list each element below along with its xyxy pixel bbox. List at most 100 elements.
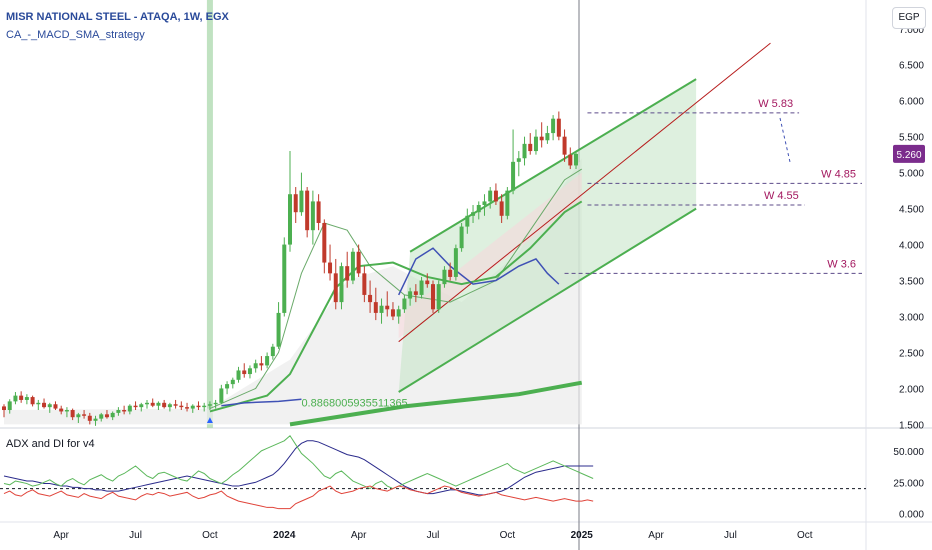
candle-body <box>230 379 235 385</box>
candle-body <box>328 262 333 274</box>
candle <box>93 415 98 426</box>
price-tick-label: 3.500 <box>899 277 924 288</box>
candle-body <box>476 205 481 213</box>
candle <box>379 298 384 324</box>
candle <box>362 266 367 303</box>
ma-fast-line <box>209 168 582 410</box>
candle <box>127 404 132 415</box>
candle-body <box>99 414 104 419</box>
candle-body <box>551 118 556 134</box>
candle-body <box>425 280 430 285</box>
adx-panel: 50.000 25.000 0.000 <box>0 435 924 521</box>
time-tick-label: Apr <box>351 530 367 541</box>
candle <box>150 398 155 408</box>
candle-body <box>419 280 424 295</box>
candle-body <box>64 410 69 412</box>
price-tick-label: 7.000 <box>899 25 924 36</box>
channel-fills <box>4 0 697 428</box>
time-tick-label: Oct <box>202 530 218 541</box>
candle <box>322 219 327 274</box>
candle <box>448 262 453 281</box>
regression-channel <box>398 79 697 393</box>
candle <box>110 411 115 421</box>
price-axis[interactable]: 7.000 6.500 6.000 5.500 5.000 4.500 4.000 3.500… <box>893 25 925 432</box>
indicator-label: ADX and DI for v4 <box>6 438 95 450</box>
annotation-label: W 5.83 <box>758 98 793 110</box>
annotation-label: W 3.6 <box>827 258 856 270</box>
candle-body <box>259 363 264 366</box>
candle-body <box>499 201 504 216</box>
candle-body <box>276 312 281 347</box>
candle-body <box>173 404 178 406</box>
candle <box>99 412 104 422</box>
candle-body <box>356 251 361 274</box>
candle-body <box>482 201 487 206</box>
candle-body <box>24 397 29 400</box>
candle <box>505 187 510 220</box>
candle-body <box>448 269 453 277</box>
candle-body <box>213 402 218 405</box>
candle-body <box>568 154 573 166</box>
price-tick-label: 2.000 <box>899 384 924 395</box>
blue-ma-line-1 <box>221 398 302 407</box>
candle-body <box>453 248 458 277</box>
candle <box>145 399 149 409</box>
candle <box>493 183 498 206</box>
candle <box>511 129 516 195</box>
candle-body <box>310 201 315 231</box>
candle <box>167 402 172 412</box>
candle-body <box>42 402 47 408</box>
candle-body <box>562 136 567 155</box>
currency-button[interactable]: EGP <box>892 7 926 29</box>
candle-body <box>236 370 241 380</box>
symbol-title: MISR NATIONAL STEEL - ATAQA, 1W, EGX <box>6 11 229 23</box>
candle-body <box>402 298 407 310</box>
di-plus-line <box>3 435 594 490</box>
candle-body <box>265 356 270 366</box>
candle-body <box>219 388 224 403</box>
candle <box>116 407 121 416</box>
candle-body <box>362 273 367 295</box>
candle <box>82 410 87 419</box>
candle-body <box>288 194 292 245</box>
candle <box>7 399 12 414</box>
candle-body <box>2 406 6 411</box>
candle-body <box>104 414 109 418</box>
candle-body <box>70 410 75 418</box>
candle <box>190 404 195 413</box>
candle <box>276 302 281 349</box>
candle <box>122 405 127 415</box>
blue-ma-line-2 <box>398 247 560 296</box>
candle <box>476 201 481 220</box>
candle <box>133 401 138 411</box>
candle-body <box>539 136 544 141</box>
candle-body <box>127 405 132 412</box>
time-tick-label: Apr <box>648 530 664 541</box>
candle <box>425 273 430 288</box>
adx-tick-label: 0.000 <box>899 510 924 521</box>
candle-body <box>19 395 24 400</box>
candle-body <box>167 404 172 408</box>
candle <box>299 172 304 216</box>
candle-body <box>82 414 87 416</box>
candlestick-series[interactable] <box>2 111 578 426</box>
time-axis[interactable]: Apr Jul Oct 2024 Apr Jul Oct 2025 Apr Jul Oct <box>53 530 812 541</box>
candle-body <box>533 136 538 152</box>
annotation-label: W 4.85 <box>821 168 856 180</box>
candle-body <box>299 190 304 213</box>
time-tick-label: Jul <box>724 530 737 541</box>
candle <box>574 151 578 170</box>
candle-body <box>339 266 344 303</box>
price-tick-label: 6.000 <box>899 97 924 108</box>
candle <box>310 190 315 245</box>
current-price-value: 5.260 <box>896 150 921 161</box>
candle <box>13 392 18 405</box>
time-tick-label: 2024 <box>273 530 296 541</box>
candle <box>488 187 493 209</box>
candle-body <box>390 309 395 317</box>
candle-body <box>7 401 12 411</box>
candle-body <box>350 251 355 281</box>
candle-body <box>556 118 561 137</box>
candle <box>333 258 338 310</box>
